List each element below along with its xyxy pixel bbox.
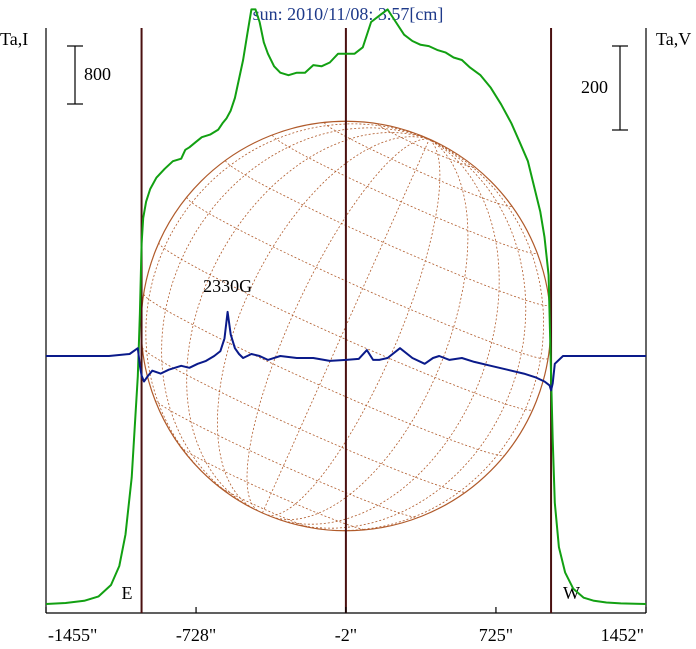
x-tick-label: 725" xyxy=(479,625,513,645)
scale-bar-label: 800 xyxy=(84,64,111,84)
latitude-gridline xyxy=(225,160,550,306)
limb-label: E xyxy=(122,583,133,603)
longitude-gridline xyxy=(267,139,441,516)
longitude-gridline xyxy=(288,139,527,529)
longitude-gridline xyxy=(272,139,469,521)
series-lines xyxy=(45,8,647,605)
x-tick-label: -2" xyxy=(335,625,357,645)
x-tick-label: 1452" xyxy=(601,625,644,645)
longitude-gridline xyxy=(186,132,430,507)
longitude-gridline xyxy=(145,123,430,487)
annotations: 2330G xyxy=(203,276,252,296)
limb-label: W xyxy=(563,583,580,603)
longitude-gridline xyxy=(311,139,545,531)
chart-title: sun: 2010/11/08: 3.57[cm] xyxy=(253,4,444,24)
latitude-gridline xyxy=(141,347,466,493)
series-line-v xyxy=(46,310,646,392)
longitude-gridline xyxy=(161,127,430,501)
longitude-gridline xyxy=(276,139,500,525)
scale-bar-label: 200 xyxy=(581,77,608,97)
latitude-gridline xyxy=(377,124,475,168)
x-axis-ticks: -1455" -728" -2" 725" 1452" xyxy=(45,607,647,645)
latitude-gridline xyxy=(180,446,367,531)
region-annotation: 2330G xyxy=(203,276,252,296)
y-right-label: Ta,V xyxy=(656,29,691,49)
x-tick-label: -1455" xyxy=(48,625,97,645)
solar-disk xyxy=(140,120,552,532)
longitude-gridline xyxy=(217,136,430,509)
y-left-label: Ta,I xyxy=(0,29,28,49)
scale-bars: 800 200 xyxy=(67,45,628,131)
x-tick-label: -728" xyxy=(176,625,216,645)
series-line-i xyxy=(45,8,647,605)
latitude-gridline xyxy=(154,399,419,518)
longitude-gridline xyxy=(262,139,430,513)
longitude-gridline xyxy=(246,138,430,511)
